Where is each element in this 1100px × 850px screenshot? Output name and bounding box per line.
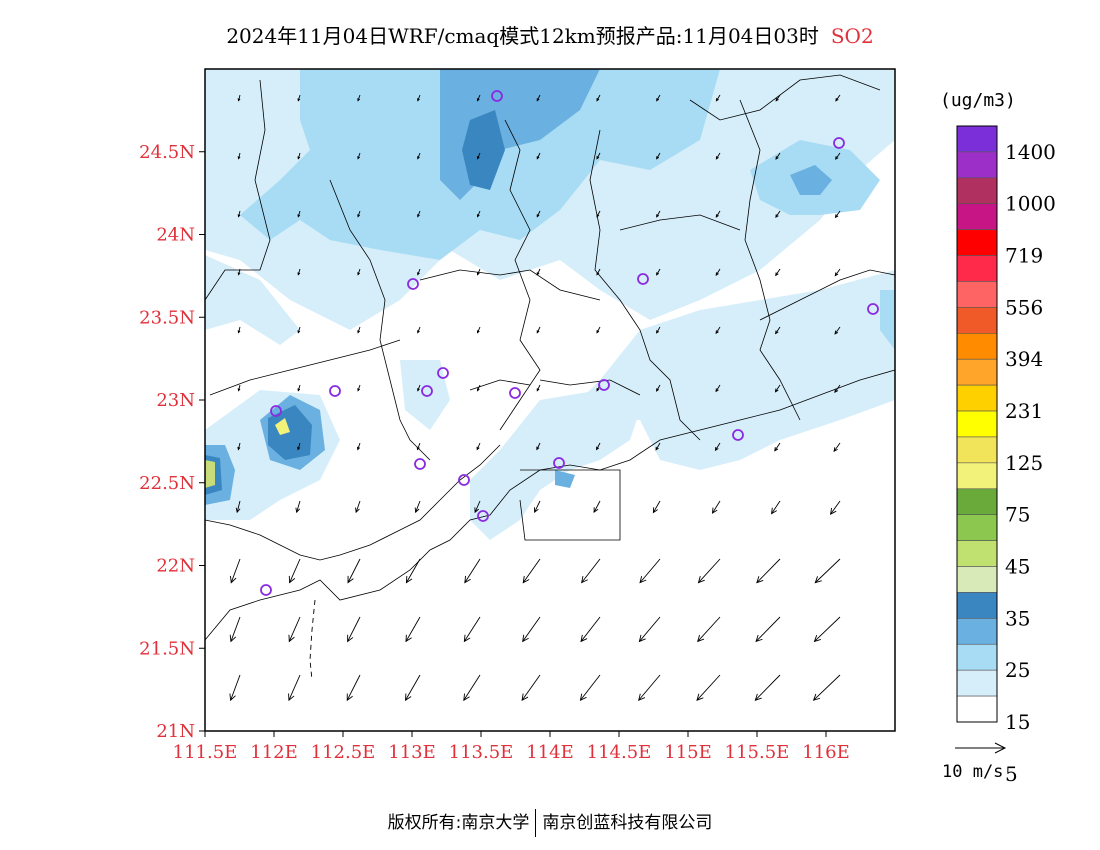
color-bar-label: 556: [1005, 295, 1043, 319]
lat-tick-label: 21.5N: [139, 638, 195, 659]
color-bar-label: 75: [1005, 503, 1030, 527]
lat-tick-label: 24.5N: [139, 142, 195, 163]
station-markers: [260, 90, 879, 596]
title-species: SO2: [830, 24, 874, 48]
lat-tick-label: 21N: [156, 721, 195, 742]
color-bar-swatch: [956, 566, 998, 593]
color-bar-label: 1000: [1005, 192, 1056, 216]
footer-right: 南京创蓝科技有限公司: [542, 813, 713, 833]
map-title: 2024年11月04日WRF/cmaq模式12km预报产品:11月04日03时 S…: [0, 20, 1100, 49]
legend-unit: (ug/m3): [940, 90, 1016, 111]
footer-separator: [535, 809, 537, 837]
color-bar-swatch: [956, 281, 998, 308]
color-bar-label: 25: [1005, 658, 1030, 682]
wind-vectors: [229, 94, 841, 702]
color-bar-swatch: [956, 540, 998, 567]
footer-left: 版权所有:南京大学: [387, 813, 530, 833]
color-bar-swatch: [956, 358, 998, 386]
color-bar-label: 35: [1005, 606, 1030, 630]
color-bar-label: 5: [1005, 762, 1018, 786]
lon-tick-label: 115.5E: [725, 742, 790, 763]
color-bar-swatch: [956, 125, 998, 153]
color-bar-label: 719: [1005, 244, 1043, 268]
lon-tick-label: 113E: [388, 742, 436, 763]
lat-axis: 24.5N 24N 23.5N 23N 22.5N 22N 21.5N 21N: [139, 142, 205, 742]
color-bar-swatch: [956, 307, 998, 334]
color-bar-swatch: [956, 203, 998, 230]
color-bar-label: 45: [1005, 555, 1030, 579]
lon-tick-label: 114E: [526, 742, 574, 763]
lat-tick-label: 23.5N: [139, 307, 195, 328]
lon-axis: 111.5E 112E 112.5E 113E 113.5E 114E 114.5E 115E…: [173, 731, 850, 763]
color-bar-label: 1400: [1005, 140, 1056, 164]
color-bar-swatch: [956, 410, 998, 438]
lon-tick-label: 114.5E: [587, 742, 652, 763]
wind-reference-label: 10 m/s: [942, 762, 1004, 782]
color-bar-swatch: [956, 618, 998, 645]
color-bar-swatch: [956, 229, 998, 256]
color-bar-swatch: [956, 514, 998, 541]
color-bar-swatch: [956, 177, 998, 205]
lat-tick-label: 22.5N: [139, 473, 195, 494]
lat-tick-label: 24N: [156, 225, 195, 246]
color-bar-swatch: [956, 462, 998, 490]
wind-reference-arrow: [955, 742, 1007, 754]
color-bar-label: 125: [1005, 451, 1043, 475]
lon-tick-label: 116E: [802, 742, 850, 763]
concentration-field: [205, 69, 895, 731]
color-bar-swatch: [956, 333, 998, 360]
color-bar: 1400 1000 719 556 394 231 125 75 45 35 25 15 5: [956, 125, 1056, 786]
lat-tick-label: 22N: [156, 556, 195, 577]
lon-tick-label: 115E: [664, 742, 712, 763]
color-bar-swatch: [956, 436, 998, 464]
lat-tick-label: 23N: [156, 390, 195, 411]
color-bar-swatch: [956, 255, 998, 282]
color-bar-swatch: [956, 592, 998, 619]
lon-tick-label: 112E: [250, 742, 298, 763]
color-bar-swatch: [956, 643, 998, 671]
lon-tick-label: 112.5E: [311, 742, 376, 763]
color-bar-swatch: [956, 669, 998, 697]
lon-tick-label: 113.5E: [449, 742, 514, 763]
color-bar-swatch: [956, 695, 998, 723]
color-bar-label: 231: [1005, 399, 1043, 423]
lon-tick-label: 111.5E: [173, 742, 238, 763]
title-main: 2024年11月04日WRF/cmaq模式12km预报产品:11月04日03时: [226, 24, 819, 48]
copyright-footer: 版权所有:南京大学 南京创蓝科技有限公司: [0, 808, 1100, 837]
color-bar-swatch: [956, 384, 998, 412]
color-bar-label: 15: [1005, 710, 1030, 734]
color-bar-swatch: [956, 488, 998, 515]
color-bar-label: 394: [1005, 347, 1043, 371]
color-bar-swatch: [956, 151, 998, 179]
admin-borders: [204, 74, 896, 681]
